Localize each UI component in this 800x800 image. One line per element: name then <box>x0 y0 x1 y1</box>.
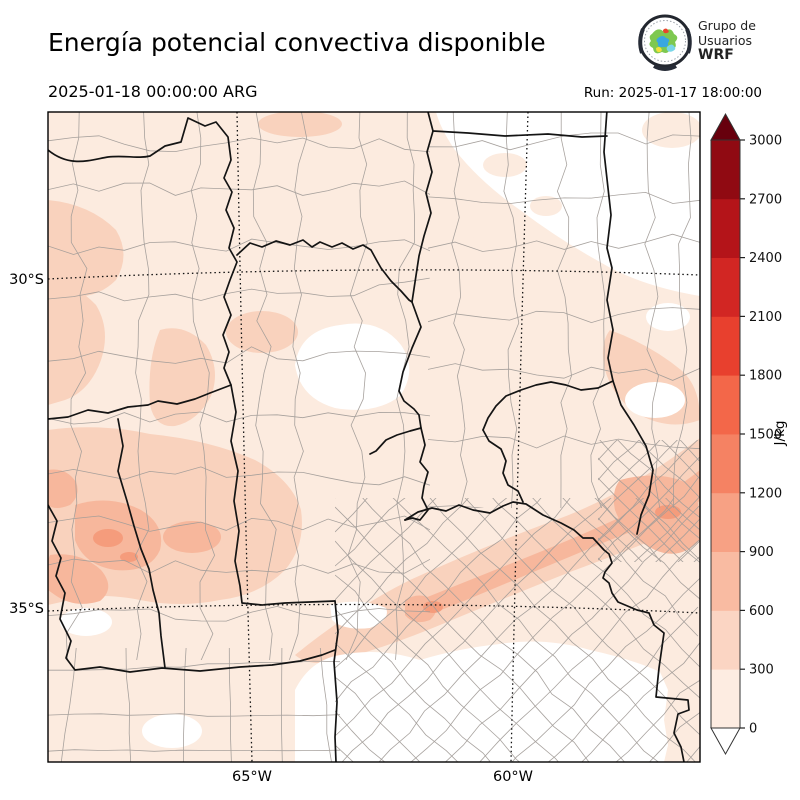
colorbar-tick-label: 1800 <box>749 369 782 384</box>
forecast-map <box>48 112 700 762</box>
colorbar-segment <box>711 140 740 200</box>
x-tick-65w: 65°W <box>232 769 272 785</box>
colorbar <box>710 112 741 756</box>
colorbar-tick-label: 2700 <box>749 192 782 207</box>
colorbar-tick-label: 3000 <box>749 134 782 149</box>
colorbar-segment <box>711 610 740 670</box>
colorbar-tick-label: 1200 <box>749 486 782 501</box>
colorbar-segment <box>711 375 740 435</box>
colorbar-segment <box>711 316 740 376</box>
run-time-label: Run: 2025-01-17 18:00:00 <box>583 85 762 101</box>
map-frame <box>47 111 701 763</box>
colorbar-tick-label: 600 <box>749 604 774 619</box>
colorbar-segment <box>711 551 740 611</box>
colorbar-tick-label: 1500 <box>749 428 782 443</box>
colorbar-tick-label: 900 <box>749 545 774 560</box>
x-tick-60w: 60°W <box>493 769 533 785</box>
y-tick-35s: 35°S <box>9 601 44 617</box>
county-borders <box>48 112 700 762</box>
graticule-gridlines <box>48 112 700 762</box>
wrf-emblem-icon <box>638 14 692 71</box>
colorbar-tick-label: 300 <box>749 663 774 678</box>
y-tick-30s: 30°S <box>9 272 44 288</box>
colorbar-segment <box>711 492 740 552</box>
colorbar-tick-label: 0 <box>749 722 757 737</box>
wrf-users-group-logo: Grupo de Usuarios WRF <box>634 8 800 78</box>
logo-line-1: Grupo de <box>698 18 756 33</box>
colorbar-extend-arrow <box>710 112 741 141</box>
page-title: Energía potencial convectiva disponible <box>48 28 546 57</box>
logo-line-2: Usuarios <box>698 33 753 48</box>
colorbar-unit-label: J/kg <box>772 421 788 447</box>
cape-fill-level4 <box>93 505 681 613</box>
colorbar-tick-label: 2100 <box>749 310 782 325</box>
cape-zero-areas <box>60 112 700 762</box>
colorbar-tick-label: 2400 <box>749 251 782 266</box>
colorbar-segment <box>711 434 740 494</box>
colorbar-extend-arrow <box>710 727 741 756</box>
logo-line-3: WRF <box>698 47 734 63</box>
valid-time-label: 2025-01-18 00:00:00 ARG <box>48 82 258 101</box>
colorbar-ticks: 0 300 600 900 1200 1500 1800 2100 2400 2700 3000 <box>740 134 782 737</box>
colorbar-segment <box>711 669 740 729</box>
colorbar-segment <box>711 257 740 317</box>
cape-faint-patches <box>467 112 700 239</box>
province-borders <box>48 112 690 762</box>
colorbar-segment <box>711 198 740 258</box>
